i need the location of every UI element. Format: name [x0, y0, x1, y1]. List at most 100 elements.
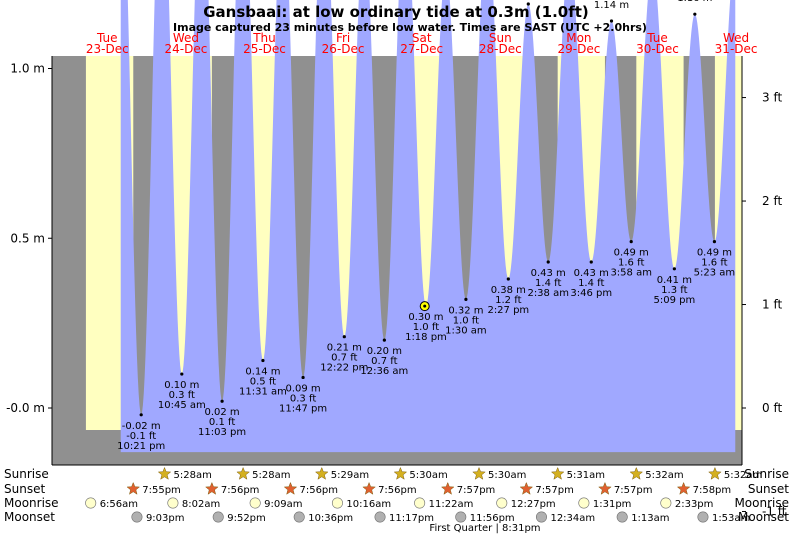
- extreme-point: [693, 12, 697, 16]
- extreme-label: 1.0 ft: [453, 315, 479, 326]
- extreme-point: [139, 413, 143, 417]
- extreme-label: 0.21 m: [327, 343, 362, 354]
- day-name: Mon: [566, 31, 591, 45]
- extreme-label: 2:38 am: [527, 288, 569, 299]
- sunrise-row-label-left: Sunrise: [4, 467, 49, 481]
- extreme-label: 3:58 am: [610, 268, 652, 279]
- extreme-label: 0.38 m: [491, 285, 526, 296]
- sunset-star-icon: [205, 481, 219, 495]
- moonrise-time: 9:09am: [264, 499, 302, 510]
- extreme-point: [629, 240, 633, 244]
- sunset-time: 7:56pm: [378, 485, 417, 496]
- extreme-label: 1:30 am: [445, 325, 487, 336]
- moonrise-moon-icon: [249, 497, 261, 509]
- sunset-time: 7:55pm: [142, 485, 181, 496]
- sunset-star-icon: [598, 481, 612, 495]
- moonset-time: 1:53am: [712, 513, 750, 524]
- extreme-label: 0.3 ft: [290, 393, 316, 404]
- right-tick-label: 0 ft: [762, 401, 782, 415]
- extreme-label: 11:47 pm: [279, 403, 327, 414]
- day-date: 30-Dec: [636, 42, 679, 56]
- moon-phase-label: First Quarter | 8:31pm: [429, 523, 540, 534]
- moonset-moon-icon: [535, 511, 547, 523]
- sunset-time: 7:57pm: [535, 485, 574, 496]
- extreme-label: 0.02 m: [204, 407, 239, 418]
- extreme-point: [180, 372, 184, 376]
- sunset-row-label-left: Sunset: [4, 482, 45, 496]
- tide-curve: [120, 0, 736, 453]
- extreme-label: 1.14 m: [594, 0, 629, 11]
- moonset-moon-icon: [455, 511, 467, 523]
- moonset-time: 11:56pm: [470, 513, 515, 524]
- moonset-moon-icon: [131, 511, 143, 523]
- moonset-row-label-left: Moonset: [4, 510, 55, 524]
- day-date: 29-Dec: [557, 42, 600, 56]
- sunrise-time: 5:28am: [252, 470, 290, 481]
- sunrise-star-icon: [314, 466, 329, 480]
- extreme-label: 5:09 pm: [653, 295, 695, 306]
- day-name: Wed: [173, 31, 199, 45]
- sunset-row-label-right: Sunset: [748, 482, 789, 496]
- sunset-time: 7:57pm: [614, 485, 653, 496]
- extreme-point: [464, 297, 468, 301]
- moonrise-moon-icon: [660, 497, 672, 509]
- sunrise-star-icon: [393, 466, 408, 480]
- extreme-point: [342, 335, 346, 339]
- moonset-time: 9:52pm: [227, 513, 266, 524]
- moonrise-moon-icon: [496, 497, 508, 509]
- moonset-time: 12:34am: [550, 513, 595, 524]
- sunrise-star-icon: [550, 466, 565, 480]
- moonrise-time: 12:27pm: [511, 499, 556, 510]
- sunrise-time: 5:30am: [409, 470, 447, 481]
- extreme-point: [546, 260, 550, 264]
- right-tick-label: 3 ft: [762, 91, 782, 105]
- chart-title: Gansbaai: at low ordinary tide at 0.3m (…: [203, 3, 589, 21]
- right-tick-label: 4 ft: [762, 0, 782, 1]
- moonset-row-label-right: Moonset: [738, 510, 789, 524]
- moonrise-moon-icon: [167, 497, 179, 509]
- day-date: 23-Dec: [86, 42, 129, 56]
- extreme-label: 0.14 m: [245, 366, 280, 377]
- axes: -0.0 m0.5 m1.0 m1.5 m2.0 m-1 ft0 ft1 ft2…: [6, 0, 787, 518]
- extreme-label: 0.20 m: [367, 346, 402, 357]
- extreme-point: [672, 267, 676, 271]
- extreme-point: [609, 19, 614, 23]
- left-tick-label: 1.0 m: [10, 62, 45, 76]
- extreme-label: 0.10 m: [164, 380, 199, 391]
- current-tide-dot: [423, 304, 427, 308]
- moonset-moon-icon: [697, 511, 709, 523]
- sunrise-time: 5:31am: [567, 470, 605, 481]
- extreme-point: [301, 375, 305, 380]
- moonset-moon-icon: [374, 511, 386, 523]
- sunset-star-icon: [283, 481, 298, 495]
- extreme-point: [712, 240, 717, 244]
- extreme-label: 1.16 m: [677, 0, 712, 4]
- day-name: Tue: [96, 31, 118, 45]
- extreme-label: 0.43 m: [574, 268, 609, 279]
- sunrise-time: 5:30am: [488, 470, 526, 481]
- sun-moon-events: Sunrise Sunrise 5:28am 5:28am 5:29am 5:30am 5:…: [4, 466, 789, 534]
- moonrise-moon-icon: [331, 497, 343, 509]
- day-date: 25-Dec: [243, 42, 286, 56]
- sunrise-star-icon: [236, 466, 250, 480]
- moonrise-time: 2:33pm: [675, 499, 714, 510]
- sunrise-time: 5:32am: [724, 470, 762, 481]
- extreme-point: [506, 277, 510, 281]
- sunset-star-icon: [519, 481, 534, 495]
- sunset-star-icon: [362, 481, 376, 495]
- extreme-label: 12:36 am: [360, 366, 408, 377]
- extreme-label: 10:21 pm: [117, 441, 165, 452]
- extreme-label: 0.30 m: [408, 312, 443, 323]
- moonset-time: 10:36pm: [308, 513, 353, 524]
- extreme-point: [526, 2, 530, 6]
- day-date: 27-Dec: [400, 42, 443, 56]
- extreme-label: 1.4 ft: [578, 278, 604, 289]
- moonrise-time: 1:31pm: [593, 499, 632, 510]
- day-name: Tue: [646, 31, 668, 45]
- extreme-point: [589, 260, 593, 264]
- extreme-label: 0.43 m: [531, 268, 566, 279]
- moonrise-row-label-left: Moonrise: [4, 496, 59, 510]
- right-tick-label: 2 ft: [762, 194, 782, 208]
- moonset-moon-icon: [212, 511, 224, 523]
